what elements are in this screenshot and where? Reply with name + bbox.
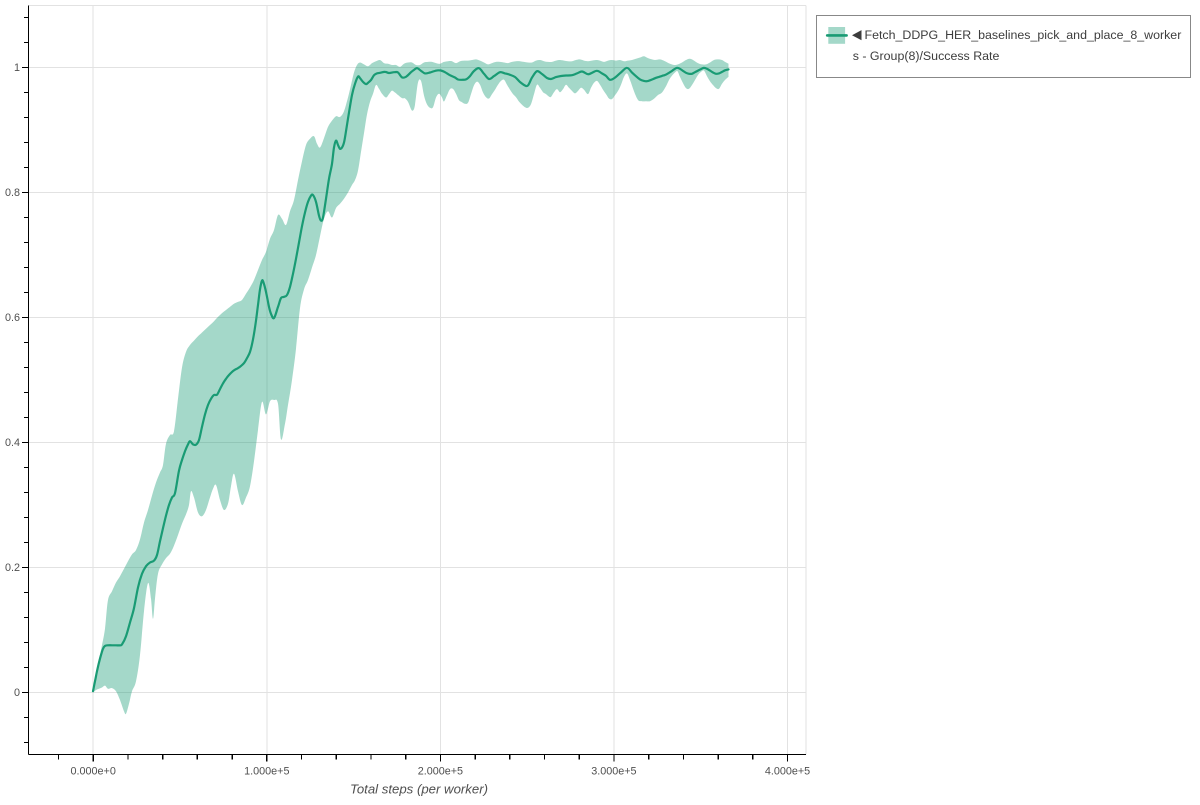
svg-text:0.4: 0.4 — [5, 437, 20, 449]
svg-text:Total steps (per worker): Total steps (per worker) — [350, 781, 488, 796]
svg-text:0.8: 0.8 — [5, 187, 20, 199]
svg-text:Fetch_DDPG_HER_baselines_pick_: Fetch_DDPG_HER_baselines_pick_and_place_… — [865, 28, 1182, 42]
svg-text:1.000e+5: 1.000e+5 — [244, 766, 289, 778]
svg-text:2.000e+5: 2.000e+5 — [418, 766, 463, 778]
svg-text:0.000e+0: 0.000e+0 — [71, 766, 116, 778]
svg-text:0.2: 0.2 — [5, 562, 20, 574]
svg-text:0.6: 0.6 — [5, 312, 20, 324]
svg-text:4.000e+5: 4.000e+5 — [765, 766, 810, 778]
svg-text:0: 0 — [14, 687, 20, 699]
svg-text:1: 1 — [14, 62, 20, 74]
svg-text:s - Group(8)/Success Rate: s - Group(8)/Success Rate — [853, 49, 1000, 63]
svg-text:3.000e+5: 3.000e+5 — [591, 766, 636, 778]
